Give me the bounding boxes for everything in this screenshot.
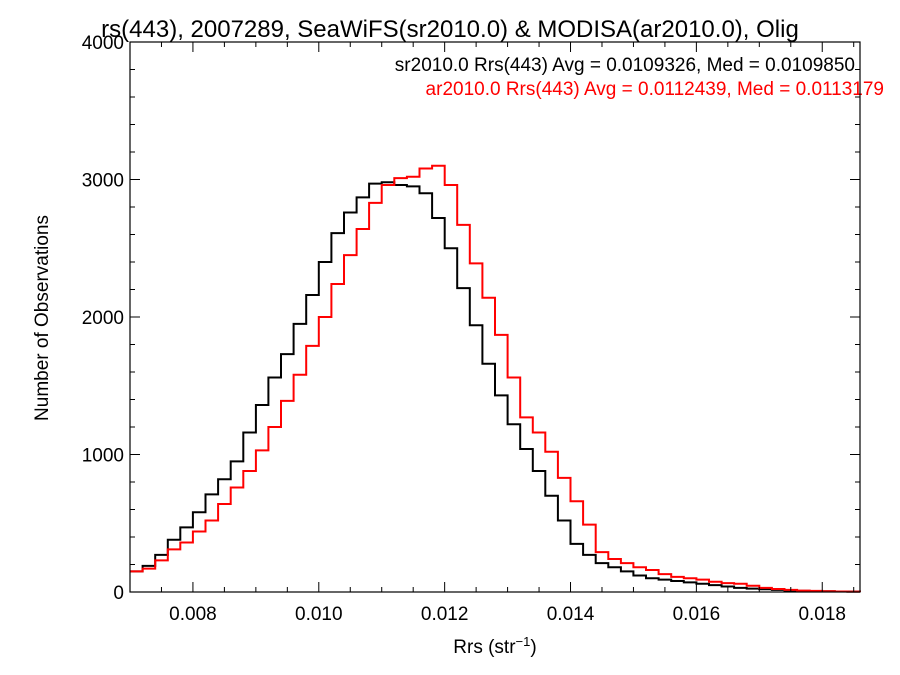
annotation-ar2010: ar2010.0 Rrs(443) Avg = 0.0112439, Med =…	[426, 79, 884, 100]
x-axis-label-end: )	[530, 637, 536, 658]
x-tick-label: 0.012	[421, 604, 469, 625]
y-tick-label: 1000	[82, 446, 124, 467]
x-tick-label: 0.010	[295, 604, 343, 625]
x-axis-label-exponent: −1	[516, 634, 531, 649]
x-axis-label: Rrs (str−1)	[453, 634, 536, 658]
x-tick-label: 0.018	[798, 604, 846, 625]
x-axis-label-main: Rrs (str	[453, 637, 516, 658]
axes-layer: 0.008 0.010 0.012 0.014 0.016 0.018 0 1000 2000 3…	[82, 33, 861, 625]
x-tick-label: 0.014	[547, 604, 595, 625]
series-layer	[130, 164, 861, 593]
y-tick-label: 4000	[82, 33, 124, 54]
y-tick-label: 2000	[82, 308, 124, 329]
chart-title: rs(443), 2007289, SeaWiFS(sr2010.0) & MO…	[101, 16, 799, 43]
x-tick-label: 0.016	[673, 604, 721, 625]
y-tick-label: 0	[113, 583, 124, 604]
annotation-sr2010: sr2010.0 Rrs(443) Avg = 0.0109326, Med =…	[395, 55, 855, 76]
annotation-block: sr2010.0 Rrs(443) Avg = 0.0109326, Med =…	[395, 55, 884, 100]
series-ar2010-line	[130, 164, 861, 593]
y-axis-label: Number of Observations	[32, 215, 53, 421]
series-sr2010-line	[130, 181, 861, 593]
x-tick-label: 0.008	[169, 604, 217, 625]
y-tick-label: 3000	[82, 171, 124, 192]
